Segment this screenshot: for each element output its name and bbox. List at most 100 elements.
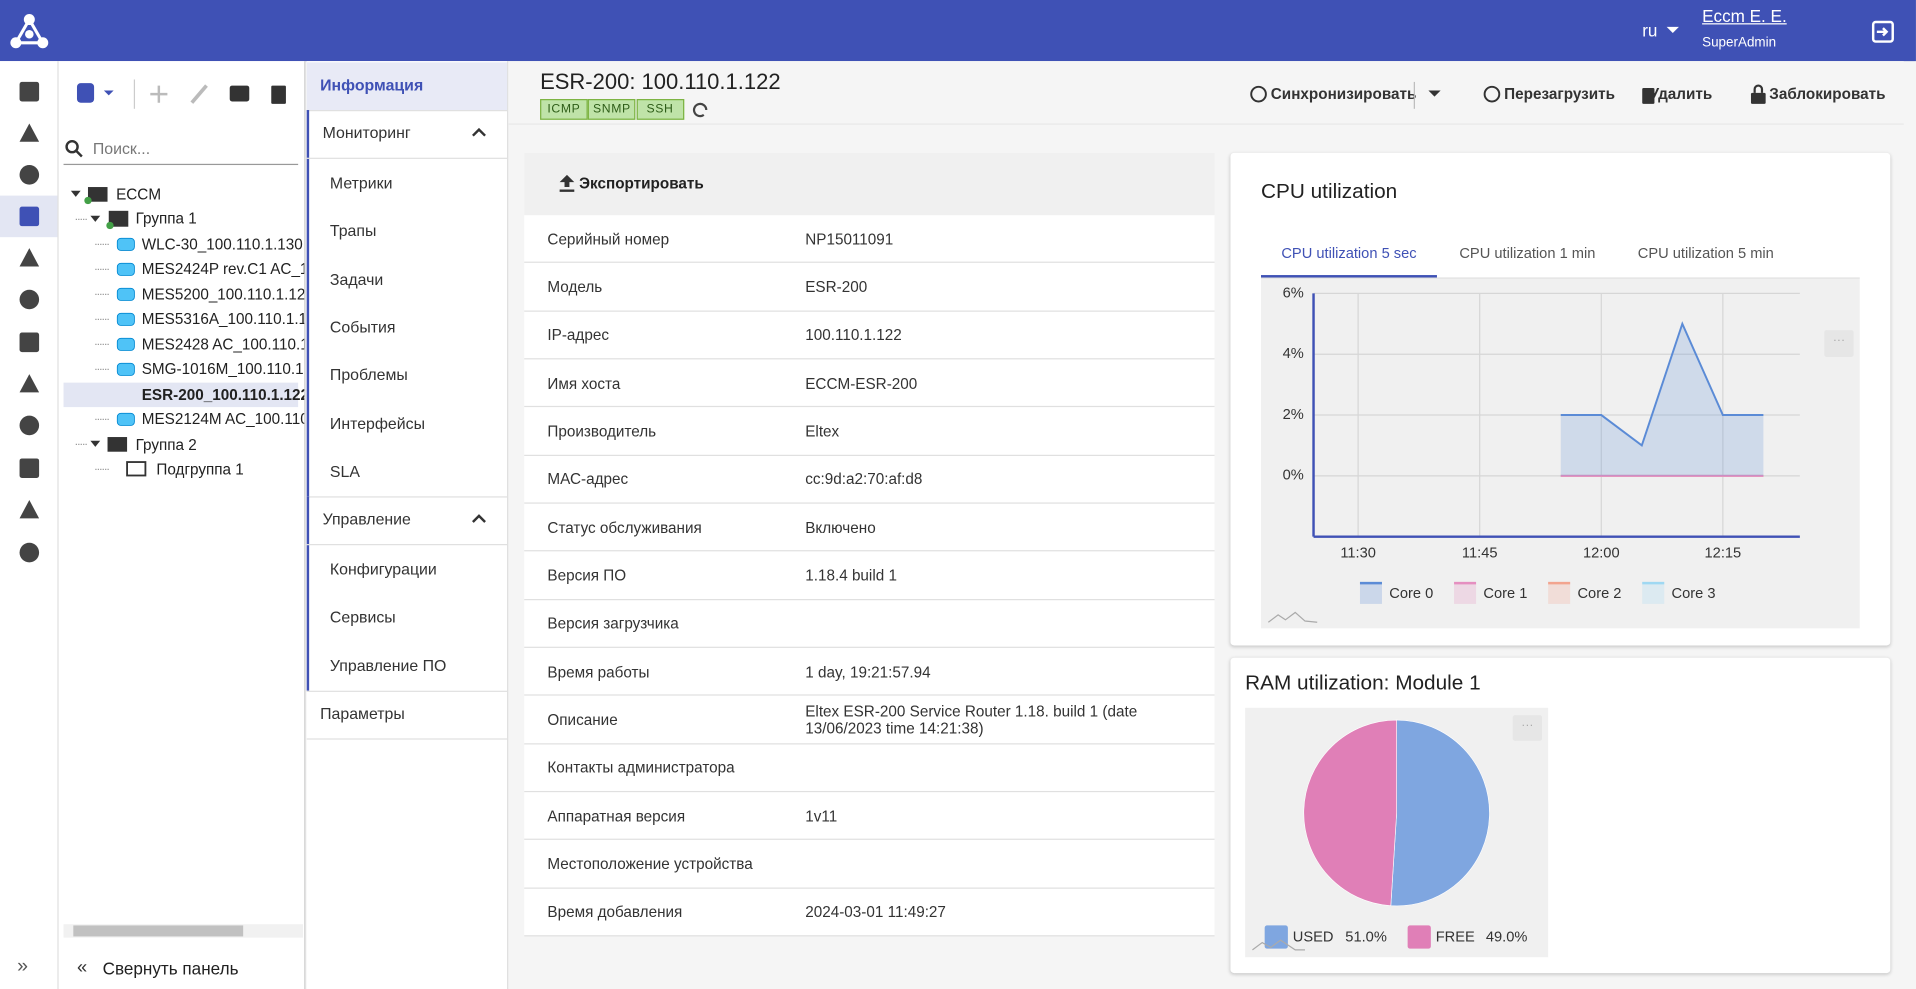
row-label: Статус обслуживания	[547, 519, 702, 537]
legend-label: Core 1	[1483, 586, 1527, 602]
action-button[interactable]: Перезагрузить	[1504, 85, 1615, 103]
refresh-icon[interactable]	[692, 101, 710, 119]
action-icon[interactable]	[1482, 84, 1502, 104]
upload-arrow	[559, 174, 575, 192]
sync-dropdown[interactable]	[1428, 90, 1441, 97]
action-separator	[1413, 81, 1415, 109]
row-label: IP-адрес	[547, 326, 609, 344]
logout-icon[interactable]	[1871, 20, 1894, 43]
language-selector[interactable]: ru	[1642, 20, 1658, 41]
tree-node-label[interactable]: MES2428 AC_100.110.1.1	[141, 335, 305, 353]
row-border	[524, 646, 1215, 648]
chart-tab[interactable]: CPU utilization 1 min	[1459, 244, 1596, 262]
pie-slice	[1303, 719, 1397, 907]
tree-node-label[interactable]: WLC-30_100.110.1.130	[141, 235, 303, 253]
nav-section-title[interactable]: Управление	[322, 509, 411, 529]
legend-value: 49.0%	[1486, 930, 1528, 946]
action-icon[interactable]	[1249, 84, 1269, 104]
nav-item[interactable]: События	[329, 317, 396, 337]
action-button[interactable]: Заблокировать	[1769, 85, 1886, 103]
search-input[interactable]: Поиск...	[92, 139, 151, 158]
nav-item[interactable]: Конфигурации	[329, 559, 437, 579]
export-icon[interactable]	[559, 174, 575, 192]
x-tick-label: 12:00	[1583, 546, 1620, 562]
user-role: SuperAdmin	[1702, 35, 1777, 51]
chart-menu[interactable]: ···	[1824, 330, 1854, 357]
tree-node-label[interactable]: MES5200_100.110.1.128	[141, 285, 305, 303]
nav-section-bar	[306, 496, 310, 691]
nav-item[interactable]: Метрики	[329, 173, 393, 192]
nav-item[interactable]: Проблемы	[329, 365, 408, 385]
nav-item[interactable]: Интерфейсы	[329, 413, 426, 433]
nav-item[interactable]: Управление ПО	[329, 655, 447, 675]
rail-icons	[0, 81, 58, 563]
nav-section-title[interactable]: Мониторинг	[322, 123, 411, 142]
row-value: 100.110.1.122	[805, 326, 902, 344]
collapse-panel-button[interactable]: Свернуть панель	[102, 958, 239, 978]
toolbar-caret	[103, 90, 114, 96]
legend-swatch	[1548, 581, 1571, 604]
row-border	[524, 454, 1215, 456]
y-tick-label: 2%	[1283, 407, 1304, 423]
action-icon[interactable]	[1639, 84, 1659, 104]
device-icon	[116, 412, 135, 426]
row-border	[524, 935, 1215, 937]
action-button[interactable]: Удалить	[1649, 85, 1713, 103]
tree-node-label[interactable]: SMG-1016M_100.110.1.12	[141, 360, 305, 378]
row-border	[524, 310, 1215, 312]
nav-chevron[interactable]	[472, 513, 487, 523]
legend-label: FREE	[1436, 930, 1475, 946]
row-value: ESR-200	[805, 278, 868, 296]
legend-swatch	[1642, 581, 1665, 604]
nav-chevron[interactable]	[472, 127, 487, 137]
tree-node-label[interactable]: ECCM	[116, 185, 162, 203]
nav-item[interactable]: Сервисы	[329, 607, 396, 627]
nav-section-title[interactable]: Параметры	[320, 704, 405, 723]
tree-node-label[interactable]: Группа 1	[135, 210, 197, 228]
tree-node-label[interactable]: MES5316A_100.110.1.127	[141, 310, 305, 328]
rail-icon	[19, 289, 40, 310]
action-circle	[1250, 85, 1267, 103]
action-icon[interactable]	[1749, 84, 1769, 104]
row-label: Версия загрузчика	[547, 615, 679, 633]
nav-divider	[306, 496, 508, 498]
rail-icon	[19, 458, 40, 478]
lock-body	[1750, 92, 1766, 104]
nav-divider	[306, 157, 508, 159]
nav-item[interactable]: SLA	[329, 461, 360, 481]
tree-node-label[interactable]: MES2424P rev.C1 AC_100	[141, 260, 305, 278]
chart-menu[interactable]: ···	[1512, 715, 1543, 741]
tree-node-label[interactable]: MES2124M AC_100.110.1	[141, 410, 305, 428]
legend-swatch	[1359, 581, 1382, 604]
tree-node-label[interactable]: Подгруппа 1	[156, 460, 244, 478]
tree-node-label[interactable]: Группа 2	[135, 435, 197, 453]
group-icon	[108, 210, 129, 227]
language-caret[interactable]	[1666, 26, 1679, 34]
chart-mini-icon	[1252, 939, 1305, 951]
user-name[interactable]: Eccm E. E.	[1702, 6, 1787, 26]
chart-title: RAM utilization: Module 1	[1245, 671, 1481, 695]
toolbar-edit	[190, 84, 208, 104]
folder-icon	[126, 461, 147, 477]
nav-item[interactable]: Трапы	[329, 221, 377, 240]
toolbar-add	[150, 85, 168, 103]
row-value: Eltex	[805, 422, 840, 441]
row-label: Контакты администратора	[547, 759, 735, 777]
export-button[interactable]: Экспортировать	[579, 174, 704, 192]
tree-scroll-thumb[interactable]	[73, 925, 244, 937]
device-icon	[116, 262, 135, 276]
tree-lines	[70, 187, 147, 477]
expand-panel-icon[interactable]: »	[17, 955, 28, 977]
nav-item[interactable]: Задачи	[329, 269, 384, 289]
tree-node-label[interactable]: ESR-200_100.110.1.122	[141, 385, 305, 403]
chart-tab[interactable]: CPU utilization 5 sec	[1281, 244, 1417, 262]
logo[interactable]	[10, 13, 49, 50]
nav-section-title[interactable]: Информация	[320, 75, 424, 95]
rail-icon	[19, 81, 40, 102]
chevron-up	[472, 127, 486, 137]
tree-toggle	[90, 215, 101, 222]
row-value: Включено	[805, 519, 876, 537]
action-button[interactable]: Синхронизировать	[1270, 85, 1417, 103]
chart-tab[interactable]: CPU utilization 5 min	[1637, 244, 1774, 262]
